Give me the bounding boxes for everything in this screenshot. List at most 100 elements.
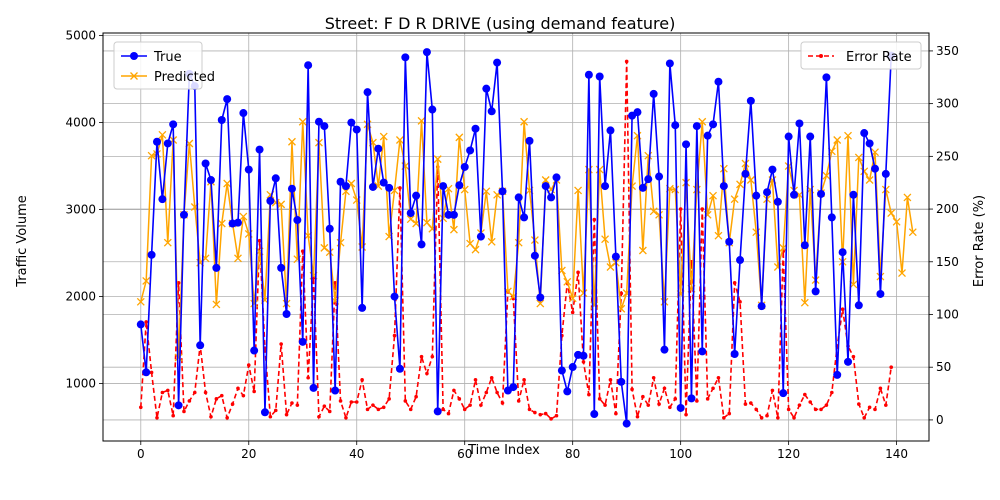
- true-point: [725, 237, 734, 246]
- predicted-point: [833, 136, 842, 144]
- error-rate-point: [538, 412, 543, 417]
- error-rate-point: [527, 407, 532, 412]
- true-point: [223, 95, 232, 104]
- predicted-point-stroke: [174, 353, 183, 362]
- true-point: [449, 210, 458, 219]
- true-point: [827, 213, 836, 222]
- true-point: [433, 407, 442, 416]
- true-point: [385, 183, 394, 192]
- predicted-point-stroke: [563, 277, 572, 286]
- true-point: [422, 48, 431, 57]
- error-rate-point: [522, 378, 526, 382]
- x-tick-label: 60: [457, 447, 472, 461]
- error-rate-point: [214, 397, 219, 401]
- predicted-point-stroke: [395, 136, 404, 144]
- predicted-point-stroke: [692, 185, 701, 194]
- predicted-point-stroke: [487, 237, 496, 246]
- error-rate-point: [592, 217, 597, 222]
- grid: [103, 33, 929, 441]
- y-right-tick-label: 0: [936, 413, 944, 427]
- true-point: [665, 59, 674, 68]
- true-point: [179, 210, 188, 219]
- axes: 0 20 40 60 80 100 120 140 1000 2000 3000 4000 5000 0 5…: [65, 29, 958, 461]
- true-point: [606, 126, 615, 135]
- legend-true-marker: [130, 52, 138, 60]
- true-point: [617, 377, 626, 386]
- true-point: [331, 386, 340, 395]
- predicted-point-stroke: [579, 289, 588, 298]
- true-point: [341, 182, 350, 191]
- true-point: [282, 309, 291, 318]
- error-rate-point: [192, 390, 197, 395]
- true-point: [703, 131, 712, 140]
- predicted-point-stroke: [406, 215, 415, 224]
- predicted-point: [719, 164, 728, 173]
- predicted-point: [563, 277, 572, 286]
- error-rate-point: [570, 310, 575, 315]
- predicted-point: [287, 137, 296, 146]
- predicted-point-stroke: [234, 254, 242, 263]
- y-right-tick-label: 150: [936, 255, 959, 269]
- predicted-point: [628, 182, 637, 191]
- true-point: [547, 193, 556, 202]
- predicted-point-stroke: [541, 176, 550, 184]
- true-point: [395, 364, 404, 373]
- error-rate-point: [624, 59, 629, 64]
- true-point: [266, 196, 275, 205]
- predicted-point: [223, 179, 232, 188]
- y-right-tick-label: 50: [936, 360, 951, 374]
- error-rate-point: [819, 407, 823, 412]
- error-rate-point: [252, 389, 256, 394]
- true-point: [660, 345, 669, 354]
- true-point: [163, 139, 172, 148]
- error-rate-point: [484, 390, 489, 395]
- x-tick-label: 0: [137, 447, 145, 461]
- true-point: [822, 73, 831, 82]
- true-point: [881, 169, 890, 178]
- predicted-point-stroke: [298, 117, 307, 126]
- predicted-point: [903, 193, 912, 202]
- predicted-point: [800, 298, 809, 307]
- predicted-point: [158, 130, 167, 139]
- error-rate-point: [867, 405, 872, 410]
- true-point: [838, 248, 847, 257]
- true-point: [260, 408, 269, 417]
- true-point: [320, 122, 329, 131]
- true-point: [655, 172, 664, 181]
- error-rate-point: [425, 371, 429, 376]
- error-rate-point: [889, 365, 894, 370]
- error-rate-point: [344, 416, 348, 420]
- true-point: [611, 252, 620, 261]
- error-rate-point: [300, 249, 305, 254]
- true-point: [811, 287, 820, 296]
- error-rate-point: [803, 392, 807, 397]
- error-rate-point: [597, 397, 602, 401]
- error-rate-point: [322, 404, 327, 409]
- error-rate-point: [446, 411, 451, 416]
- error-rate-point: [203, 390, 208, 395]
- error-rate-point: [144, 320, 148, 324]
- true-point: [476, 232, 485, 241]
- predicted-point-stroke: [277, 200, 286, 209]
- error-rate-point: [284, 412, 289, 417]
- plot-frame: [102, 32, 930, 442]
- true-point: [584, 70, 593, 79]
- predicted-point-stroke: [746, 176, 755, 184]
- true-point: [536, 293, 545, 302]
- true-point: [552, 173, 561, 182]
- true-point: [671, 121, 680, 130]
- error-rate-point: [268, 414, 273, 419]
- predicted-point: [892, 217, 901, 226]
- error-rate-point: [587, 392, 591, 397]
- y-right-tick-label: 100: [936, 307, 959, 321]
- predicted-point-stroke: [536, 299, 545, 308]
- error-rate-point: [516, 399, 521, 403]
- x-tick-label: 40: [349, 447, 364, 461]
- true-point: [763, 188, 772, 197]
- error-rate-point: [549, 417, 553, 421]
- error-rate-point: [171, 413, 175, 418]
- error-rate-point: [155, 416, 159, 420]
- predicted-point-stroke: [844, 131, 852, 140]
- error-rate-point: [241, 393, 246, 398]
- error-rate-point: [668, 405, 672, 410]
